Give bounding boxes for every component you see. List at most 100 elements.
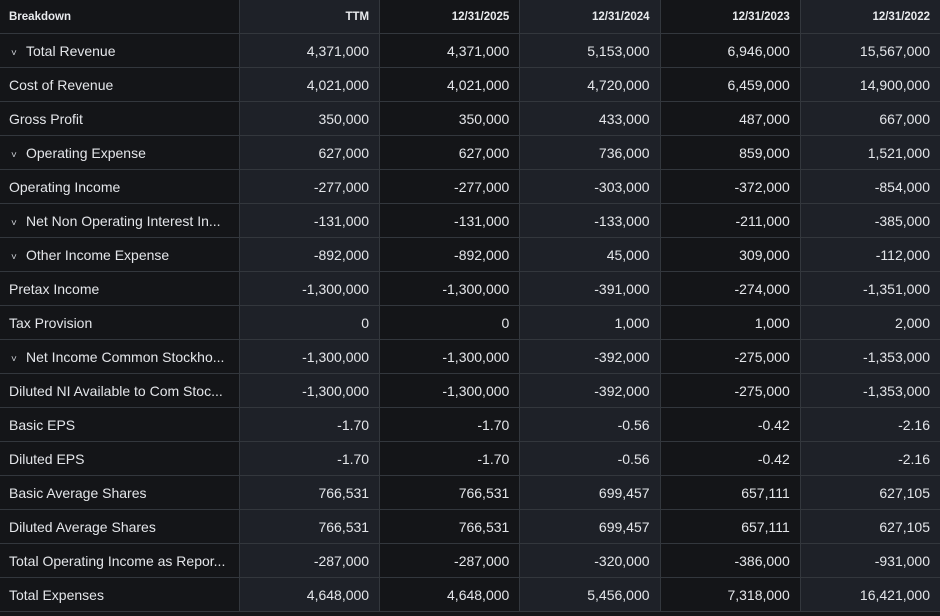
header-column[interactable]: TTM bbox=[238, 0, 381, 34]
row-value: 350,000 bbox=[379, 101, 521, 136]
row-label-text: Pretax Income bbox=[9, 280, 100, 297]
table-row: Diluted Average Shares 766,531 766,531 699,… bbox=[0, 509, 940, 544]
row-label[interactable]: ˅ Other Income Expense bbox=[0, 237, 240, 272]
row-value: 0 bbox=[238, 305, 381, 340]
row-label: Diluted Average Shares bbox=[0, 509, 240, 544]
row-label[interactable]: ˅ Total Revenue bbox=[0, 33, 240, 68]
row-value: -277,000 bbox=[379, 169, 521, 204]
row-value: 0 bbox=[379, 305, 521, 340]
row-value: -2.16 bbox=[799, 441, 940, 476]
chevron-down-icon[interactable]: ˅ bbox=[11, 353, 17, 365]
chevron-down-icon[interactable]: ˅ bbox=[11, 217, 17, 229]
row-value: 4,371,000 bbox=[379, 33, 521, 68]
table-header: Breakdown TTM 12/31/2025 12/31/2024 12/31/20… bbox=[0, 0, 940, 34]
table-row: Diluted EPS -1.70 -1.70 -0.56 -0.42 -2.16 bbox=[0, 441, 940, 476]
table-row: Pretax Income -1,300,000 -1,300,000 -391,00… bbox=[0, 271, 940, 306]
row-value: -1,353,000 bbox=[799, 339, 940, 374]
row-value: 5,456,000 bbox=[519, 577, 661, 612]
table-row[interactable]: ˅ Other Income Expense -892,000 -892,000 45,… bbox=[0, 237, 940, 272]
row-value: 487,000 bbox=[659, 101, 801, 136]
row-value: 699,457 bbox=[519, 475, 661, 510]
row-value: 16,421,000 bbox=[799, 577, 940, 612]
row-label: Tax Provision bbox=[0, 305, 240, 340]
row-value: -1,300,000 bbox=[379, 339, 521, 374]
row-label-text: Total Revenue bbox=[26, 42, 116, 59]
table-row: Tax Provision 0 0 1,000 1,000 2,000 bbox=[0, 305, 940, 340]
table-row[interactable]: ˅ Operating Expense 627,000 627,000 736,000 8… bbox=[0, 135, 940, 170]
row-label[interactable]: ˅ Operating Expense bbox=[0, 135, 240, 170]
header-column[interactable]: 12/31/2022 bbox=[799, 0, 940, 34]
row-value: -392,000 bbox=[519, 339, 661, 374]
row-value: -386,000 bbox=[659, 543, 801, 578]
row-label-text: Diluted EPS bbox=[9, 450, 85, 467]
row-label: Pretax Income bbox=[0, 271, 240, 306]
row-label-text: Other Income Expense bbox=[26, 246, 170, 263]
table-row: Basic Average Shares 766,531 766,531 699,45… bbox=[0, 475, 940, 510]
row-label-text: Basic EPS bbox=[9, 416, 76, 433]
row-label-text: Diluted Average Shares bbox=[9, 518, 156, 535]
row-label: Diluted EPS bbox=[0, 441, 240, 476]
row-value: 4,021,000 bbox=[238, 67, 381, 102]
row-value: 309,000 bbox=[659, 237, 801, 272]
row-value: 657,111 bbox=[659, 509, 801, 544]
row-value: 1,000 bbox=[659, 305, 801, 340]
header-column[interactable]: 12/31/2024 bbox=[519, 0, 661, 34]
row-value: -1,353,000 bbox=[799, 373, 940, 408]
row-value: -287,000 bbox=[238, 543, 381, 578]
row-value: -1,300,000 bbox=[379, 373, 521, 408]
row-value: 657,111 bbox=[659, 475, 801, 510]
row-label[interactable]: ˅ Net Non Operating Interest In... bbox=[0, 203, 240, 238]
row-label-text: Basic Average Shares bbox=[9, 484, 147, 501]
row-value: -320,000 bbox=[519, 543, 661, 578]
row-value: -1,300,000 bbox=[238, 271, 381, 306]
row-value: 766,531 bbox=[379, 475, 521, 510]
row-value: 667,000 bbox=[799, 101, 940, 136]
table-row: Operating Income -277,000 -277,000 -303,000… bbox=[0, 169, 940, 204]
table-row[interactable]: ˅ Total Revenue 4,371,000 4,371,000 5,153,00… bbox=[0, 33, 940, 68]
row-value: -1,300,000 bbox=[379, 271, 521, 306]
chevron-down-icon[interactable]: ˅ bbox=[11, 47, 17, 59]
row-label: Cost of Revenue bbox=[0, 67, 240, 102]
row-value: 7,318,000 bbox=[659, 577, 801, 612]
row-label: Operating Income bbox=[0, 169, 240, 204]
row-value: -211,000 bbox=[659, 203, 801, 238]
row-value: 5,153,000 bbox=[519, 33, 661, 68]
header-column[interactable]: 12/31/2023 bbox=[659, 0, 801, 34]
row-value: 2,000 bbox=[799, 305, 940, 340]
row-label: Basic EPS bbox=[0, 407, 240, 442]
row-label: Gross Profit bbox=[0, 101, 240, 136]
row-value: -1.70 bbox=[379, 407, 521, 442]
row-value: 859,000 bbox=[659, 135, 801, 170]
row-value: 45,000 bbox=[519, 237, 661, 272]
row-value: -274,000 bbox=[659, 271, 801, 306]
row-label-text: Cost of Revenue bbox=[9, 76, 114, 93]
row-value: 6,946,000 bbox=[659, 33, 801, 68]
row-value: -2.16 bbox=[799, 407, 940, 442]
row-value: -931,000 bbox=[799, 543, 940, 578]
table-row: Basic EPS -1.70 -1.70 -0.56 -0.42 -2.16 bbox=[0, 407, 940, 442]
table-row[interactable]: ˅ Net Income Common Stockho... -1,300,000-… bbox=[0, 339, 940, 374]
row-label: Diluted NI Available to Com Stoc... bbox=[0, 373, 240, 408]
header-column[interactable]: 12/31/2025 bbox=[379, 0, 521, 34]
row-value: -287,000 bbox=[379, 543, 521, 578]
table-row[interactable]: ˅ Net Non Operating Interest In... -131,00… bbox=[0, 203, 940, 238]
chevron-down-icon[interactable]: ˅ bbox=[11, 149, 17, 161]
row-value: 627,000 bbox=[379, 135, 521, 170]
row-label: Total Expenses bbox=[0, 577, 240, 612]
chevron-down-icon[interactable]: ˅ bbox=[11, 251, 17, 263]
row-value: 1,000 bbox=[519, 305, 661, 340]
row-value: -1,300,000 bbox=[238, 339, 381, 374]
row-value: -1.70 bbox=[379, 441, 521, 476]
row-value: 6,459,000 bbox=[659, 67, 801, 102]
row-label[interactable]: ˅ Net Income Common Stockho... bbox=[0, 339, 240, 374]
row-label-text: Net Income Common Stockho... bbox=[26, 348, 225, 365]
row-value: -854,000 bbox=[799, 169, 940, 204]
row-label-text: Gross Profit bbox=[9, 110, 83, 127]
row-value: 4,371,000 bbox=[238, 33, 381, 68]
row-value: -275,000 bbox=[659, 373, 801, 408]
row-label: Total Operating Income as Repor... bbox=[0, 543, 240, 578]
table-row: Cost of Revenue 4,021,000 4,021,000 4,720,0… bbox=[0, 67, 940, 102]
row-value: -385,000 bbox=[799, 203, 940, 238]
row-value: -131,000 bbox=[238, 203, 381, 238]
row-value: -892,000 bbox=[238, 237, 381, 272]
